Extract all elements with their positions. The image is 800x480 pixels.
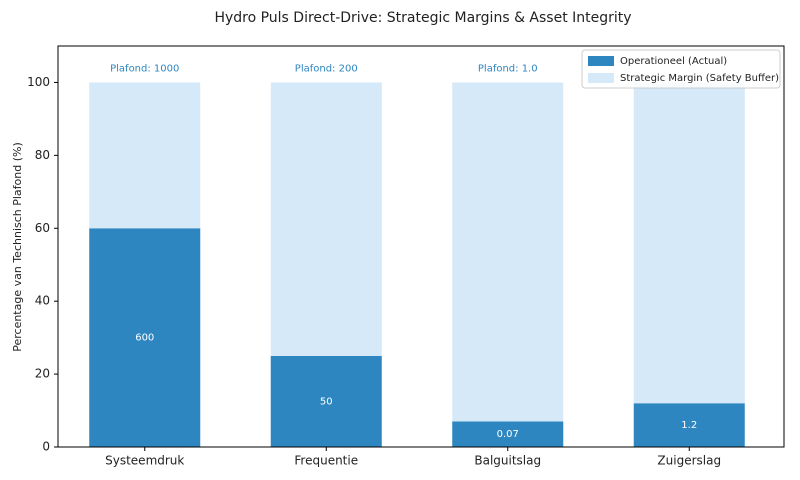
bar-segment [452, 421, 564, 447]
plafond-annotation: Plafond: 1.0 [478, 63, 538, 74]
y-tick-label: 100 [27, 75, 50, 89]
y-tick-label: 60 [35, 221, 50, 235]
actual-value-label: 50 [320, 396, 333, 407]
legend-box [581, 49, 781, 89]
plot-frame [57, 45, 785, 448]
y-tick-label: 40 [35, 294, 50, 308]
plafond-annotation: Plafond: 1000 [110, 63, 179, 74]
actual-value-label: 600 [135, 333, 154, 344]
legend-label: Strategic Margin (Safety Buffer) [620, 73, 779, 84]
bar-segment [270, 355, 382, 447]
plafond-annotation: Plafond: 200 [295, 63, 358, 74]
x-tick-label: Systeemdruk [105, 454, 184, 468]
x-tick-label: Frequentie [294, 454, 358, 468]
bar-segment [270, 82, 382, 356]
y-axis-label: Percentage van Technisch Plafond (%) [11, 142, 24, 352]
y-tick-label: 0 [42, 440, 50, 454]
bar-segment [89, 228, 201, 447]
bar-segment [452, 82, 564, 422]
actual-value-label: 1.2 [681, 420, 697, 431]
x-tick-label: Balguitslag [474, 454, 541, 468]
y-tick-label: 80 [35, 148, 50, 162]
chart-title: Hydro Puls Direct-Drive: Strategic Margi… [214, 10, 631, 26]
bar-segment [89, 82, 201, 229]
legend-swatch [588, 73, 614, 83]
bar-segment [633, 403, 745, 447]
legend-swatch [588, 56, 614, 66]
y-tick-label: 20 [35, 367, 50, 381]
actual-value-label: 0.07 [497, 429, 519, 440]
legend-label: Operationeel (Actual) [620, 56, 727, 67]
bar-segment [633, 82, 745, 404]
x-tick-label: Zuigerslag [657, 454, 721, 468]
